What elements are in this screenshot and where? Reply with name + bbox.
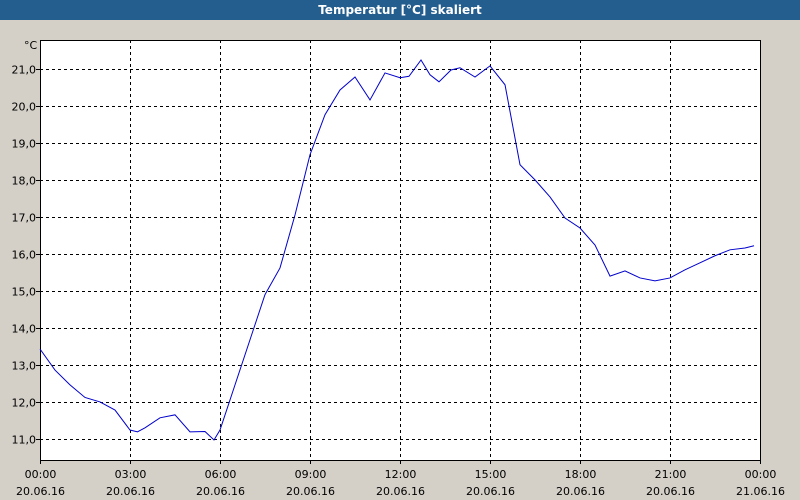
x-tick-date: 20.06.16: [466, 485, 515, 498]
y-tick-label: 14,0: [12, 323, 37, 336]
y-tick-label: 21,0: [12, 64, 37, 77]
x-tick-label: 15:00: [475, 468, 507, 481]
y-tick-label: 13,0: [12, 360, 37, 373]
x-tick-date: 20.06.16: [376, 485, 425, 498]
x-tick-date: 20.06.16: [556, 485, 605, 498]
window-title: Temperatur [°C] skaliert: [318, 3, 482, 17]
temperature-line: [39, 59, 755, 441]
x-tick-label: 00:00: [745, 468, 777, 481]
x-tick-label: 03:00: [115, 468, 147, 481]
x-tick-label: 12:00: [385, 468, 417, 481]
y-tick-label: 18,0: [12, 175, 37, 188]
x-tick-date: 20.06.16: [286, 485, 335, 498]
x-tick-label: 18:00: [565, 468, 597, 481]
y-tick-label: 20,0: [12, 101, 37, 114]
x-tick-date: 20.06.16: [196, 485, 245, 498]
x-tick-label: 09:00: [295, 468, 327, 481]
y-tick-label: 19,0: [12, 138, 37, 151]
x-tick-date: 20.06.16: [646, 485, 695, 498]
y-tick-label: 15,0: [12, 286, 37, 299]
title-bar: [0, 0, 800, 20]
x-tick-date: 20.06.16: [16, 485, 65, 498]
x-tick-label: 00:00: [25, 468, 57, 481]
y-tick-label: 11,0: [12, 434, 37, 447]
y-unit: °C: [24, 39, 38, 52]
x-tick-label: 06:00: [205, 468, 237, 481]
y-tick-label: 12,0: [12, 397, 37, 410]
y-tick-label: 17,0: [12, 212, 37, 225]
x-tick-date: 20.06.16: [106, 485, 155, 498]
y-tick-label: 16,0: [12, 249, 37, 262]
x-tick-date: 21.06.16: [736, 485, 785, 498]
x-tick-label: 21:00: [655, 468, 687, 481]
